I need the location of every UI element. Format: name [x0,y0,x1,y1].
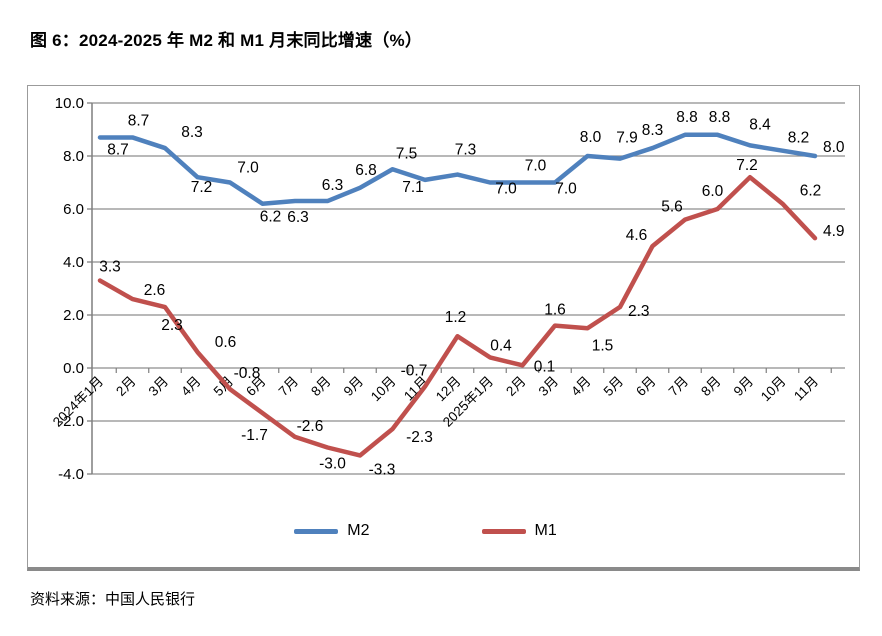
m2-data-label: 7.0 [495,181,517,198]
m1-data-label: 7.2 [736,157,758,174]
m1-data-label: -2.3 [406,429,433,446]
m2-data-label: 7.0 [525,158,547,175]
m1-data-label: 2.3 [161,317,183,334]
m2-data-label: 8.7 [107,141,129,158]
x-axis-label: 8月 [698,374,723,399]
m2-data-label: 8.0 [823,139,845,156]
m1-line [97,174,818,458]
y-axis-label: -2.0 [58,413,84,430]
legend-m2-label: M2 [347,522,370,539]
m2-data-label: 7.1 [402,179,424,196]
m1-data-label: 1.6 [544,302,566,319]
m2-data-label: 7.0 [237,160,259,177]
x-axis-label: 2月 [113,374,138,399]
m2-data-label: 7.2 [191,179,213,196]
x-axis-label: 4月 [568,374,593,399]
x-axis-label: 9月 [341,374,366,399]
x-axis-label: 7月 [276,374,301,399]
m1-data-label: -3.3 [369,461,396,478]
m1-data-label: -3.0 [319,456,346,473]
y-axis-label: 8.0 [63,148,84,165]
x-axis-label: 11月 [791,374,821,404]
m2-data-label: 8.3 [181,124,203,141]
m1-data-label: 6.2 [800,183,822,200]
source-note: 资料来源：中国人民银行 [30,591,196,608]
m2-data-label: 7.3 [455,142,477,159]
m1-data-label: 2.6 [144,282,166,299]
x-axis-label: 4月 [178,374,203,399]
m2-data-label: 8.3 [642,122,664,139]
m2-data-label: 8.7 [128,112,150,129]
chart-frame: 10.0 8.0 6.0 4.0 2.0 0.0 -2.0 -4.0 2024年1月 2月 3月 4月… [27,85,860,571]
m1-data-label: -2.6 [297,418,324,435]
legend-m1-label: M1 [534,522,557,539]
y-axis-label: 10.0 [55,95,84,112]
m2-data-label: 6.2 [260,209,282,226]
m1-data-label: -0.8 [234,365,261,382]
y-axis-label: 4.0 [63,254,84,271]
x-axis-label: 3月 [146,374,171,399]
x-axis-label: 2月 [503,374,528,399]
m1-data-label: 5.6 [661,199,683,216]
m2-line [97,132,818,206]
m1-data-label: 0.6 [215,334,237,351]
m2-data-label: 6.3 [322,177,344,194]
y-axis-label: -4.0 [58,466,84,483]
x-axis-label: 8月 [308,374,333,399]
m2-data-label: 8.8 [709,109,731,126]
m2-data-label: 6.8 [355,162,377,179]
m2-data-label: 8.0 [580,129,602,146]
x-axis-label: 5月 [211,374,236,399]
x-axis-label: 6月 [633,374,658,399]
figure-title: 图 6：2024-2025 年 M2 和 M1 月末同比增速（%） [30,31,423,50]
m2-data-label: 7.5 [396,145,418,162]
x-axis-label: 10月 [758,374,789,405]
y-axis-label: 6.0 [63,201,84,218]
m1-data-label: 0.4 [490,337,512,354]
legend-item-m2: M2 [294,522,370,540]
m1-data-label: -0.7 [401,363,428,380]
y-axis-label: 2.0 [63,307,84,324]
m2-data-label: 6.3 [287,209,309,226]
m1-data-label: 6.0 [702,183,724,200]
m1-data-label: 1.5 [592,337,614,354]
m2-data-label: 7.0 [555,181,577,198]
legend-item-m1: M1 [481,522,557,540]
x-axis-label: 3月 [536,374,561,399]
m1-data-label: 1.2 [445,309,467,326]
x-axis-label: 5月 [601,374,626,399]
chart-legend: M2 M1 [10,518,841,544]
x-axis-label: 9月 [731,374,756,399]
m1-data-label: -1.7 [241,427,268,444]
m1-data-label: 3.3 [99,259,121,276]
m2-data-label: 8.2 [788,130,810,147]
m2-data-label: 8.4 [749,116,771,133]
m2-line-swatch [294,528,339,534]
m1-line-swatch [481,528,526,534]
m2-data-label: 8.8 [676,109,698,126]
x-axis-label: 10月 [368,374,399,405]
x-axis-label: 7月 [666,374,691,399]
m1-data-label: 4.6 [626,227,648,244]
m1-data-label: 2.3 [628,303,650,320]
m2-data-label: 7.9 [616,130,638,147]
m1-data-label: 4.9 [823,223,845,240]
y-axis-label: 0.0 [63,360,84,377]
m1-data-label: 0.1 [534,358,556,375]
